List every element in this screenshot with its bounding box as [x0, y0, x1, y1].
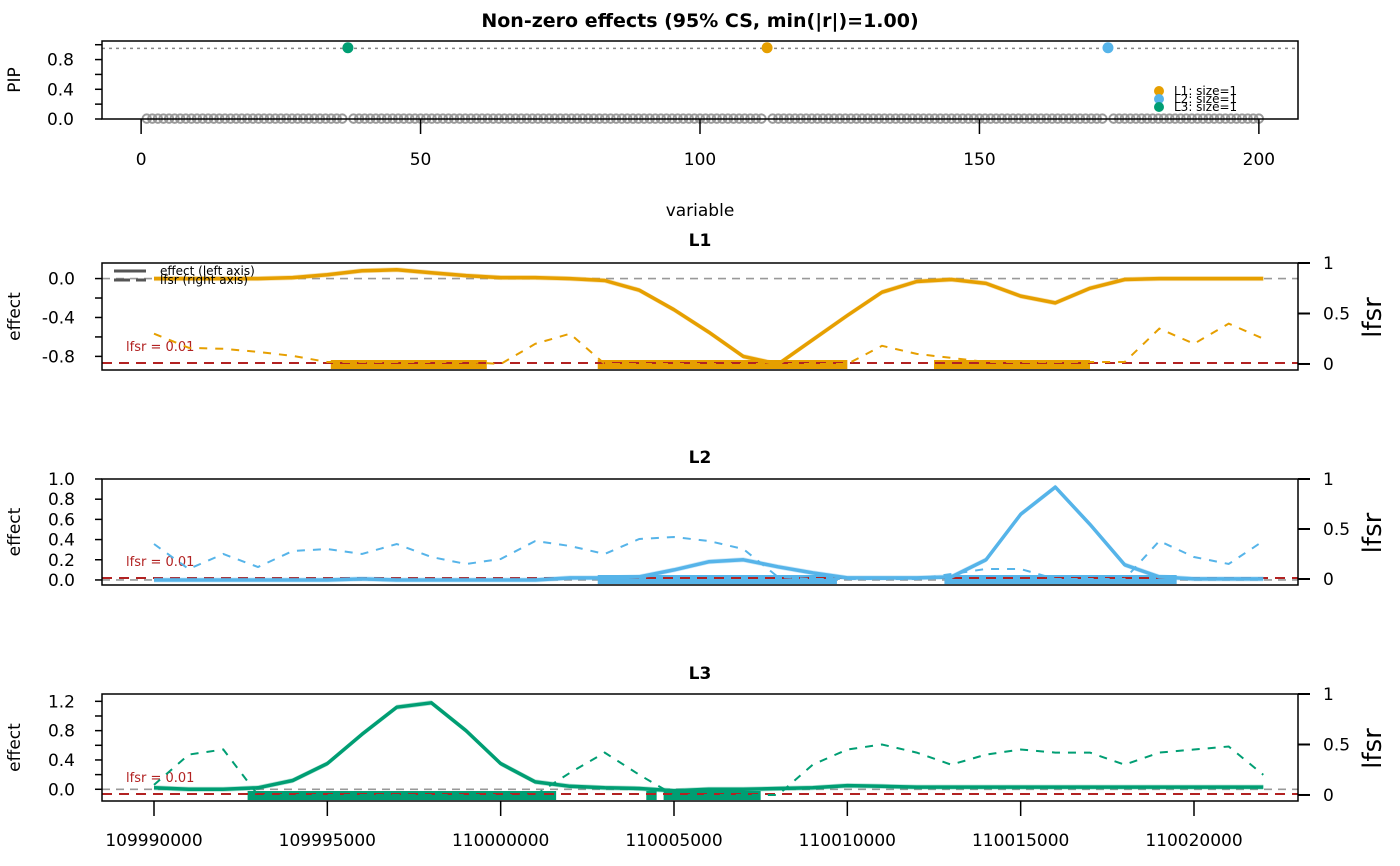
y2-tick-label: 0.5 [1323, 520, 1350, 540]
credible-set-band [934, 360, 1090, 369]
y2-tick-label: 0.5 [1323, 304, 1350, 324]
lfsr-threshold-label: lfsr = 0.01 [126, 555, 194, 570]
pip-x-tick-label: 100 [684, 150, 716, 170]
pip-x-label: variable [666, 201, 735, 221]
main-title: Non-zero effects (95% CS, min(|r|)=1.00) [481, 10, 918, 32]
y2-tick-label: 1 [1323, 470, 1334, 490]
effect-ribbon [154, 267, 1264, 367]
legend-label: L1: size=1 [1174, 84, 1237, 98]
lfsr-line [153, 322, 1264, 366]
panel-title-l1: L1 [689, 231, 712, 251]
legend-label: effect (left axis) [160, 264, 255, 278]
y2-axis-label: lfsr [1358, 512, 1388, 553]
y2-axis-label: lfsr [1358, 297, 1388, 338]
pip-x-tick-label: 200 [1243, 150, 1275, 170]
pip-y-tick-label: 0.4 [47, 80, 74, 100]
y2-tick-label: 0.5 [1323, 735, 1350, 755]
pip-x-tick-label: 50 [410, 150, 432, 170]
x-tick-label: 110015000 [972, 831, 1069, 851]
pip-x-tick-label: 150 [963, 150, 995, 170]
x-tick-label: 109990000 [105, 831, 202, 851]
credible-set-band [597, 575, 837, 584]
effect-panel-l3: L3 lfsr = 0.01 0.0 0.4 0.8 1.2 effect 0 0.5 1 lfsr… [5, 664, 1388, 851]
pip-point-l2 [1102, 42, 1114, 54]
x-tick-label: 110005000 [625, 831, 722, 851]
credible-set-band [330, 360, 487, 369]
legend-marker [1154, 94, 1164, 104]
y-axis-label: effect [5, 723, 25, 772]
y2-axis-label: lfsr [1358, 728, 1388, 769]
y2-tick-label: 0 [1323, 570, 1334, 590]
pip-points [102, 42, 1298, 124]
y-tick-label: 0.6 [48, 510, 75, 530]
panel-title-l2: L2 [689, 448, 712, 468]
pip-y-label: PIP [5, 67, 25, 93]
credible-set-band [646, 791, 657, 800]
credible-set-band [597, 360, 848, 369]
legend-marker [1154, 102, 1164, 112]
pip-panel: Non-zero effects (95% CS, min(|r|)=1.00)… [5, 10, 1299, 221]
lfsr-threshold-label: lfsr = 0.01 [126, 771, 194, 786]
pip-y-axis: 0.0 0.4 0.8 [47, 43, 102, 130]
lfsr-line [153, 743, 1264, 796]
effect-panel-l2: L2 lfsr = 0.01 0.00.20.40.60.81.0 effect 0 0.… [5, 448, 1388, 591]
y-tick-label: 0.0 [48, 780, 75, 800]
credible-set-band [247, 791, 557, 800]
pip-y-tick-label: 0.8 [47, 51, 74, 71]
effect-ribbon [154, 700, 1264, 794]
y-tick-label: -0.4 [42, 308, 75, 328]
pip-point-l1 [761, 42, 773, 54]
y-tick-label: 1.0 [48, 470, 75, 490]
x-tick-label: 109995000 [279, 831, 376, 851]
pip-point-l3 [342, 42, 354, 54]
y-tick-label: 1.2 [48, 692, 75, 712]
y-tick-label: 0.4 [48, 751, 75, 771]
pip-plot-frame [101, 40, 1299, 120]
y2-tick-label: 0 [1323, 786, 1334, 806]
pip-x-axis: 0 50 100 150 200 [136, 119, 1275, 170]
lfsr-threshold-label: lfsr = 0.01 [126, 340, 194, 355]
y-axis-label: effect [5, 292, 25, 341]
y-tick-label: 0.0 [48, 571, 75, 591]
y-tick-label: 0.8 [48, 490, 75, 510]
plot-frame [101, 693, 1299, 802]
x-tick-label: 110010000 [799, 831, 896, 851]
y2-tick-label: 1 [1323, 254, 1334, 274]
pip-legend: L1: size=1L2: size=1L3: size=1 [1154, 84, 1237, 114]
panel-title-l3: L3 [689, 664, 712, 684]
credible-set-band [663, 791, 761, 800]
y2-tick-label: 0 [1323, 355, 1334, 375]
effect-line [153, 701, 1264, 793]
legend-label: L3: size=1 [1174, 100, 1237, 114]
x-tick-label: 110000000 [452, 831, 549, 851]
effect-panel-l1: L1 lfsr = 0.01 0.0 -0.4 -0.8 effect 0 0.5 1 lfsr e… [5, 231, 1388, 375]
legend-label: L2: size=1 [1174, 92, 1237, 106]
y-tick-label: 0.2 [48, 551, 75, 571]
plot-frame [101, 262, 1299, 371]
plot-frame [101, 478, 1299, 586]
y-tick-label: 0.4 [48, 531, 75, 551]
legend-label: lfsr (right axis) [160, 273, 248, 287]
effect-line [154, 268, 1264, 366]
y-tick-label: 0.0 [48, 270, 75, 290]
y-axis-label: effect [5, 507, 25, 556]
y-tick-label: -0.8 [42, 347, 75, 367]
y2-tick-label: 1 [1323, 685, 1334, 705]
y-tick-label: 0.8 [48, 722, 75, 742]
x-tick-label: 110020000 [1145, 831, 1242, 851]
legend-marker [1154, 86, 1164, 96]
pip-x-tick-label: 0 [136, 150, 147, 170]
pip-y-tick-label: 0.0 [47, 110, 74, 130]
lfsr-line [153, 535, 1264, 580]
effect-line [154, 485, 1264, 582]
